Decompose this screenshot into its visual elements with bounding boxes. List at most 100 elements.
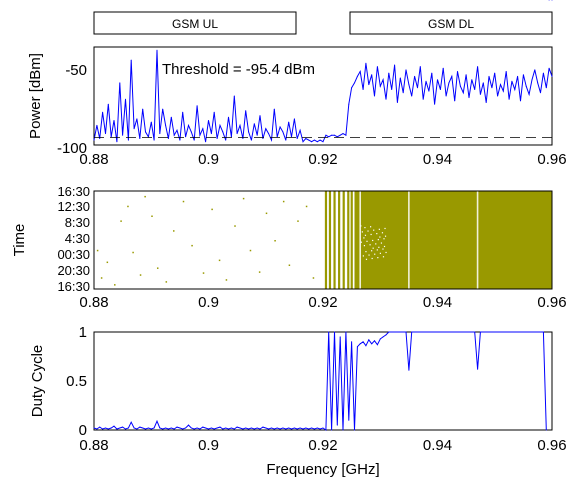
occupancy-point [151, 215, 153, 217]
gsm-dl-band-label: GSM DL [428, 17, 474, 31]
power-point [230, 136, 232, 138]
duty-point [230, 427, 232, 429]
power-xtick-1: 0.9 [198, 151, 219, 168]
duty-point [308, 428, 310, 430]
occupancy-point [242, 197, 245, 200]
duty-point [159, 427, 161, 429]
free-speckle [373, 229, 375, 231]
occupancy-point [173, 230, 175, 232]
power-axes-box [93, 46, 553, 146]
duty-point [96, 428, 98, 430]
power-point [522, 74, 524, 76]
duty-point [379, 338, 381, 340]
power-panel: Threshold = -95.4 dBm -50 -100 Power [dB… [27, 46, 567, 168]
power-point [153, 139, 155, 141]
duty-xtick-4: 0.96 [537, 437, 566, 454]
duty-point [376, 344, 378, 346]
duty-point [500, 331, 501, 333]
power-point [442, 67, 444, 69]
free-gap [408, 191, 410, 289]
power-point [219, 124, 221, 126]
duty-point [497, 331, 499, 333]
power-point [265, 128, 267, 130]
duty-point [479, 331, 481, 333]
duty-point [167, 428, 169, 430]
duty-point [425, 331, 427, 333]
duty-point [445, 331, 447, 333]
free-speckle [360, 241, 362, 243]
duty-point [119, 427, 121, 429]
power-point [239, 124, 241, 126]
occupied-block [354, 191, 552, 289]
duty-xtick-2: 0.92 [308, 437, 337, 454]
duty-point [551, 0, 553, 1]
free-speckle [382, 256, 385, 258]
duty-point [188, 424, 189, 426]
power-point [419, 66, 421, 68]
time-ytick-3: 4:30 [65, 231, 90, 246]
duty-point [342, 429, 344, 431]
power-point [402, 92, 404, 94]
occupied-stripe [342, 191, 345, 289]
free-gap [359, 191, 362, 289]
duty-point [239, 427, 241, 429]
power-point [288, 121, 290, 123]
duty-point [302, 428, 304, 430]
power-point [342, 133, 344, 135]
duty-point [190, 427, 192, 429]
duty-point [468, 331, 470, 333]
duty-point [414, 331, 416, 333]
duty-point [494, 331, 496, 333]
duty-point [540, 331, 541, 333]
power-point [482, 82, 484, 84]
duty-point [491, 331, 493, 333]
duty-point [428, 331, 430, 333]
duty-point [242, 428, 244, 430]
power-point [528, 93, 530, 95]
free-speckle [379, 252, 381, 254]
power-point [331, 134, 333, 136]
free-speckle [376, 249, 378, 251]
power-point [210, 133, 212, 135]
duty-point [459, 331, 461, 333]
power-point [222, 131, 224, 133]
free-speckle [378, 228, 380, 230]
power-point [462, 92, 464, 94]
duty-point [502, 331, 504, 333]
duty-point [142, 427, 144, 429]
power-point [345, 134, 347, 136]
duty-point [136, 428, 138, 430]
free-speckle [381, 232, 384, 234]
duty-point [485, 331, 487, 333]
power-point [248, 131, 250, 133]
duty-point [511, 331, 513, 333]
power-xtick-4: 0.96 [537, 151, 566, 168]
power-point [93, 139, 95, 141]
power-point [428, 90, 430, 92]
power-point [107, 103, 109, 105]
duty-point [528, 331, 530, 333]
duty-point [222, 428, 224, 430]
power-point [500, 84, 501, 86]
duty-point [145, 428, 146, 430]
duty-point [442, 331, 444, 333]
duty-point [482, 331, 484, 333]
duty-point [394, 331, 396, 333]
power-point [165, 124, 167, 126]
duty-point [179, 427, 181, 429]
duty-point [388, 331, 390, 333]
free-speckle [369, 244, 371, 246]
duty-point [471, 331, 473, 333]
power-point [457, 71, 458, 72]
power-point [170, 116, 172, 118]
occupancy-point [282, 200, 285, 203]
duty-point [99, 426, 101, 428]
time-ytick-2: 8:30 [65, 215, 90, 230]
gsm-ul-band-box [93, 11, 297, 35]
duty-point [542, 331, 544, 333]
free-speckle [365, 258, 368, 260]
time-ytick-4: 00:30 [57, 247, 90, 262]
duty-point [522, 331, 524, 333]
power-point [233, 95, 235, 97]
duty-point [534, 331, 536, 333]
